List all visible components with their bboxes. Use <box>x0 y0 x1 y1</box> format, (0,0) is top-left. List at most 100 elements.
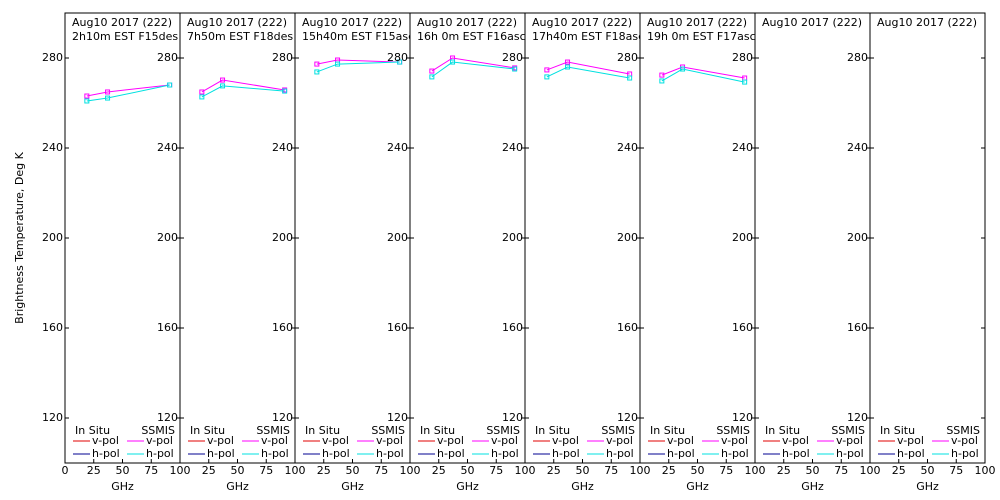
series-line <box>661 68 745 83</box>
x-tick-label: 75 <box>144 464 158 477</box>
x-tick-label: 50 <box>461 464 475 477</box>
series-line <box>86 84 170 97</box>
x-tick-label: 50 <box>346 464 360 477</box>
point <box>565 59 571 65</box>
x-tick-label: 75 <box>489 464 503 477</box>
panel: 120 160 200 240 280 25 50 75 100 GHz Aug10 2017 (2… <box>272 12 421 493</box>
legend-group: SSMIS <box>141 424 175 437</box>
y-tick-label: 280 <box>387 51 408 64</box>
series-line <box>546 66 630 79</box>
x-tick-label: 75 <box>949 464 963 477</box>
legend-label: v-pol <box>92 434 119 447</box>
x-axis-label: GHz <box>801 480 824 493</box>
x-tick-label: 25 <box>892 464 906 477</box>
y-tick-label: 120 <box>732 411 753 424</box>
legend-group: In Situ <box>880 424 915 437</box>
panel-subtitle: 19h 0m EST F17asc <box>647 30 756 43</box>
x-tick-label: 100 <box>515 464 536 477</box>
legend-label: v-pol <box>146 434 173 447</box>
legend-label: v-pol <box>437 434 464 447</box>
x-axis-label: GHz <box>686 480 709 493</box>
legend-label: h-pol <box>437 447 465 460</box>
titles: Aug10 2017 (222)15h40m EST F15asc <box>302 16 414 43</box>
legend-group: SSMIS <box>486 424 520 437</box>
panel-subtitle: 2h10m EST F15des <box>72 30 178 43</box>
point <box>314 61 320 67</box>
legend-label: v-pol <box>667 434 694 447</box>
legend-group: In Situ <box>535 424 570 437</box>
series-line <box>431 57 515 72</box>
x-tick-label: 50 <box>576 464 590 477</box>
y-tick-label: 160 <box>732 321 753 334</box>
titles: Aug10 2017 (222)19h 0m EST F17asc <box>647 16 756 43</box>
legend-group: SSMIS <box>716 424 750 437</box>
point <box>742 79 748 85</box>
x-axis-label: GHz <box>226 480 249 493</box>
x-axis-label: GHz <box>916 480 939 493</box>
legend-group: In Situ <box>75 424 110 437</box>
panel-title: Aug10 2017 (222) <box>647 16 747 29</box>
x-tick-label: 100 <box>630 464 651 477</box>
legend-label: h-pol <box>897 447 925 460</box>
y-tick-label: 160 <box>272 321 293 334</box>
point <box>429 68 435 74</box>
x-tick-label: 50 <box>691 464 705 477</box>
x-tick-label: 50 <box>806 464 820 477</box>
x-tick-label: 75 <box>604 464 618 477</box>
y-axis-label: Brightness Temperature, Deg K <box>13 151 26 323</box>
point <box>220 83 226 89</box>
legend-label: h-pol <box>491 447 519 460</box>
panel: 120 160 200 240 280 0 25 50 75 100 GHz Brightness T… <box>13 12 191 493</box>
series-line <box>86 84 170 102</box>
y-tick-label: 240 <box>42 141 63 154</box>
legend-label: v-pol <box>207 434 234 447</box>
legend-group: In Situ <box>305 424 340 437</box>
series-line <box>316 59 400 65</box>
legend-group: In Situ <box>190 424 225 437</box>
titles: Aug10 2017 (222)7h50m EST F18des <box>187 16 293 43</box>
x-tick-label: 100 <box>285 464 306 477</box>
panel-title: Aug10 2017 (222) <box>302 16 402 29</box>
panel-title: Aug10 2017 (222) <box>72 16 172 29</box>
x-tick-label: 50 <box>116 464 130 477</box>
y-tick-label: 120 <box>42 411 63 424</box>
x-axis-label: GHz <box>341 480 364 493</box>
x-tick-label: 75 <box>259 464 273 477</box>
y-tick-label: 120 <box>502 411 523 424</box>
y-tick-label: 120 <box>617 411 638 424</box>
point <box>84 93 90 99</box>
legend-label: v-pol <box>836 434 863 447</box>
y-tick-label: 200 <box>272 231 293 244</box>
y-tick-label: 280 <box>617 51 638 64</box>
legend-group: SSMIS <box>831 424 865 437</box>
legend-label: h-pol <box>376 447 404 460</box>
y-tick-label: 120 <box>157 411 178 424</box>
legend-label: h-pol <box>552 447 580 460</box>
point <box>282 88 288 94</box>
legend-label: v-pol <box>376 434 403 447</box>
y-tick-label: 120 <box>272 411 293 424</box>
x-tick-label: 25 <box>87 464 101 477</box>
legend-label: h-pol <box>146 447 174 460</box>
legend-group: SSMIS <box>601 424 635 437</box>
panel-subtitle: 15h40m EST F15asc <box>302 30 414 43</box>
point <box>450 59 456 65</box>
x-tick-label: 100 <box>400 464 421 477</box>
series-line <box>201 79 285 93</box>
panel-title: Aug10 2017 (222) <box>762 16 862 29</box>
point <box>544 67 550 73</box>
x-axis-label: GHz <box>456 480 479 493</box>
point <box>512 66 518 72</box>
y-tick-label: 200 <box>617 231 638 244</box>
point <box>627 75 633 81</box>
y-tick-label: 160 <box>617 321 638 334</box>
x-tick-label: 75 <box>719 464 733 477</box>
y-tick-label: 240 <box>502 141 523 154</box>
panel-title: Aug10 2017 (222) <box>877 16 977 29</box>
y-tick-label: 120 <box>847 411 868 424</box>
legend-label: v-pol <box>951 434 978 447</box>
titles: Aug10 2017 (222)16h 0m EST F16asc <box>417 16 525 43</box>
legend-label: v-pol <box>322 434 349 447</box>
